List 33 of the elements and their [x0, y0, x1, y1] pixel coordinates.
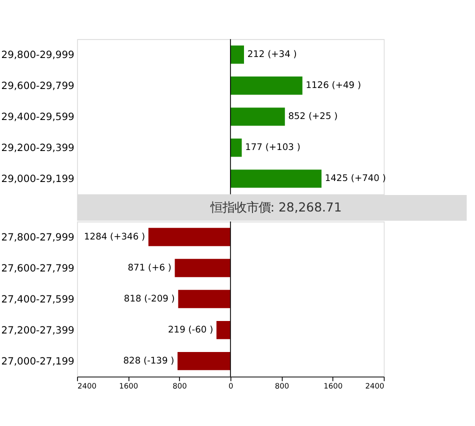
data-label: 1284 (+346 )	[84, 232, 146, 243]
x-tick-label: 2400	[78, 382, 97, 391]
text: 恒指收市價: 28,268.71	[209, 200, 342, 215]
y-tick-label: 27,600-27,799	[1, 263, 74, 274]
y-tick-label: 29,600-29,799	[1, 80, 74, 92]
data-label: 828 (-139 )	[123, 356, 174, 367]
data-label: 1425 (+740 )	[324, 174, 386, 184]
y-tick-label: 29,400-29,599	[1, 112, 74, 123]
x-tick-label: 1600	[119, 382, 138, 391]
x-tick-label: 800	[172, 382, 188, 391]
data-label: 219 (-60 )	[168, 326, 214, 336]
y-tick-label: 27,400-27,599	[1, 294, 74, 306]
y-tick-label: 27,200-27,399	[1, 325, 74, 336]
bar	[230, 170, 322, 188]
bar	[230, 138, 242, 157]
y-tick-label: 27,000-27,199	[1, 356, 74, 368]
data-label: 871 (+6 )	[128, 264, 172, 274]
y-tick-label: 27,800-27,999	[1, 232, 74, 244]
y-tick-label: 29,000-29,199	[1, 174, 74, 186]
bar	[230, 76, 302, 95]
x-tick-label: 1600	[324, 382, 343, 391]
data-label: 1126 (+49 )	[306, 81, 362, 92]
x-tick-label: 0	[228, 382, 234, 391]
bar	[230, 46, 244, 64]
data-label: 212 (+34 )	[247, 50, 297, 60]
y-tick-label: 29,800-29,999	[1, 50, 74, 61]
data-label: 852 (+25 )	[288, 112, 338, 122]
x-tick-label: 2400	[365, 382, 384, 391]
x-tick-label: 800	[274, 382, 290, 391]
bar	[230, 108, 285, 126]
data-label: 818 (-209 )	[124, 294, 175, 305]
y-tick-label: 29,200-29,399	[1, 143, 74, 154]
data-label: 177 (+103 )	[245, 143, 300, 154]
